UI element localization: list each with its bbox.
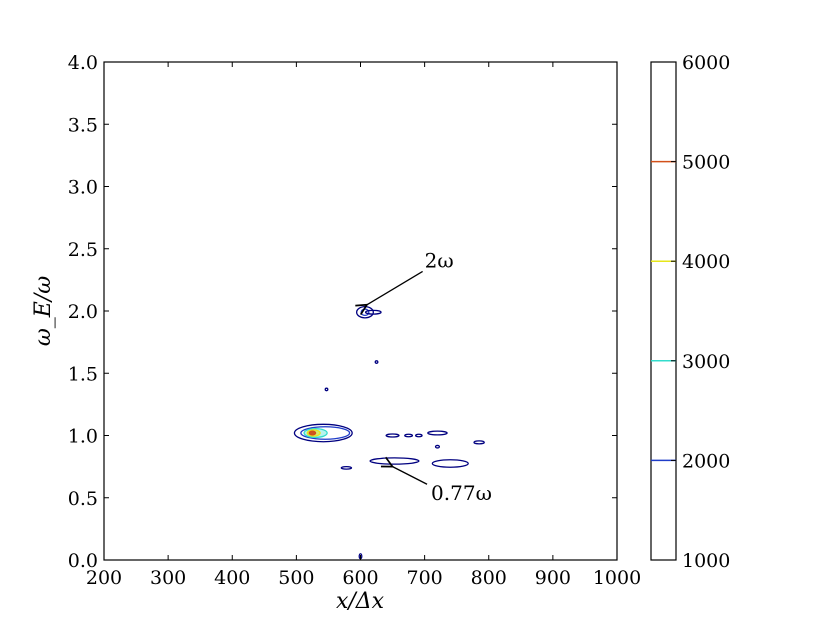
- x-axis-label: x/Δx: [336, 589, 385, 614]
- contour-2000: [300, 426, 351, 440]
- annotations: 2ω 0.77ω: [367, 248, 492, 505]
- x-tick-label: 1000: [593, 567, 641, 589]
- y-tick-label: 2.0: [68, 301, 98, 323]
- y-tick-label: 3.5: [68, 114, 98, 136]
- colorbar-ticks: 1000 2000 3000 4000 5000 6000: [671, 52, 730, 572]
- contour-1000: [473, 440, 485, 445]
- y-tick-label: 0.5: [68, 488, 98, 510]
- annotation-arrow: [393, 467, 428, 485]
- colorbar: 1000 2000 3000 4000 5000 6000: [650, 52, 730, 572]
- annotation-arrow: [367, 270, 423, 304]
- contour-1000: [431, 459, 469, 468]
- colorbar-tick-label: 3000: [682, 351, 730, 373]
- y-tick-label: 1.0: [68, 426, 98, 448]
- annotation-label: 2ω: [425, 248, 454, 272]
- contour-1000: [404, 433, 414, 438]
- y-tick-label: 4.0: [68, 52, 98, 74]
- contour-1000: [340, 465, 353, 470]
- x-tick-label: 900: [535, 567, 571, 589]
- contour-1000: [369, 457, 420, 465]
- contour-1000: [293, 423, 353, 443]
- y-axis-label: ω_E/ω: [31, 276, 56, 346]
- contour-1000: [324, 387, 329, 392]
- y-tick-label: 0.0: [68, 550, 98, 572]
- colorbar-tick-label: 2000: [682, 450, 730, 472]
- y-tick-label: 1.5: [68, 363, 98, 385]
- colorbar-tick-label: 5000: [682, 152, 730, 174]
- annotation-label: 0.77ω: [431, 481, 492, 505]
- contour-1000: [374, 360, 379, 364]
- colorbar-frame: [650, 61, 677, 561]
- x-tick-label: 700: [406, 567, 442, 589]
- colorbar-tick-label: 6000: [682, 52, 730, 74]
- contour-1000: [414, 433, 423, 438]
- x-tick-label: 600: [342, 567, 378, 589]
- x-tick-label: 200: [86, 567, 122, 589]
- colorbar-tick-label: 1000: [682, 550, 730, 572]
- x-tick-label: 400: [214, 567, 250, 589]
- y-tick-label: 2.5: [68, 239, 98, 261]
- contour-1000: [385, 433, 400, 438]
- contour-1000: [427, 430, 448, 436]
- plot-frame: [103, 61, 618, 561]
- x-tick-label: 500: [278, 567, 314, 589]
- contour-5000: [308, 430, 317, 436]
- y-axis: 0.0 0.5 1.0 1.5 2.0 2.5 3.0 3.5 4.0: [68, 52, 617, 572]
- x-tick-label: 300: [150, 567, 186, 589]
- x-tick-label: 800: [471, 567, 507, 589]
- x-axis: 200 300 400 500 600 700 800 900 1000: [86, 62, 641, 589]
- colorbar-tick-label: 4000: [682, 251, 730, 273]
- y-tick-label: 3.0: [68, 177, 98, 199]
- plot-content: [293, 305, 485, 560]
- contour-1000: [434, 444, 441, 449]
